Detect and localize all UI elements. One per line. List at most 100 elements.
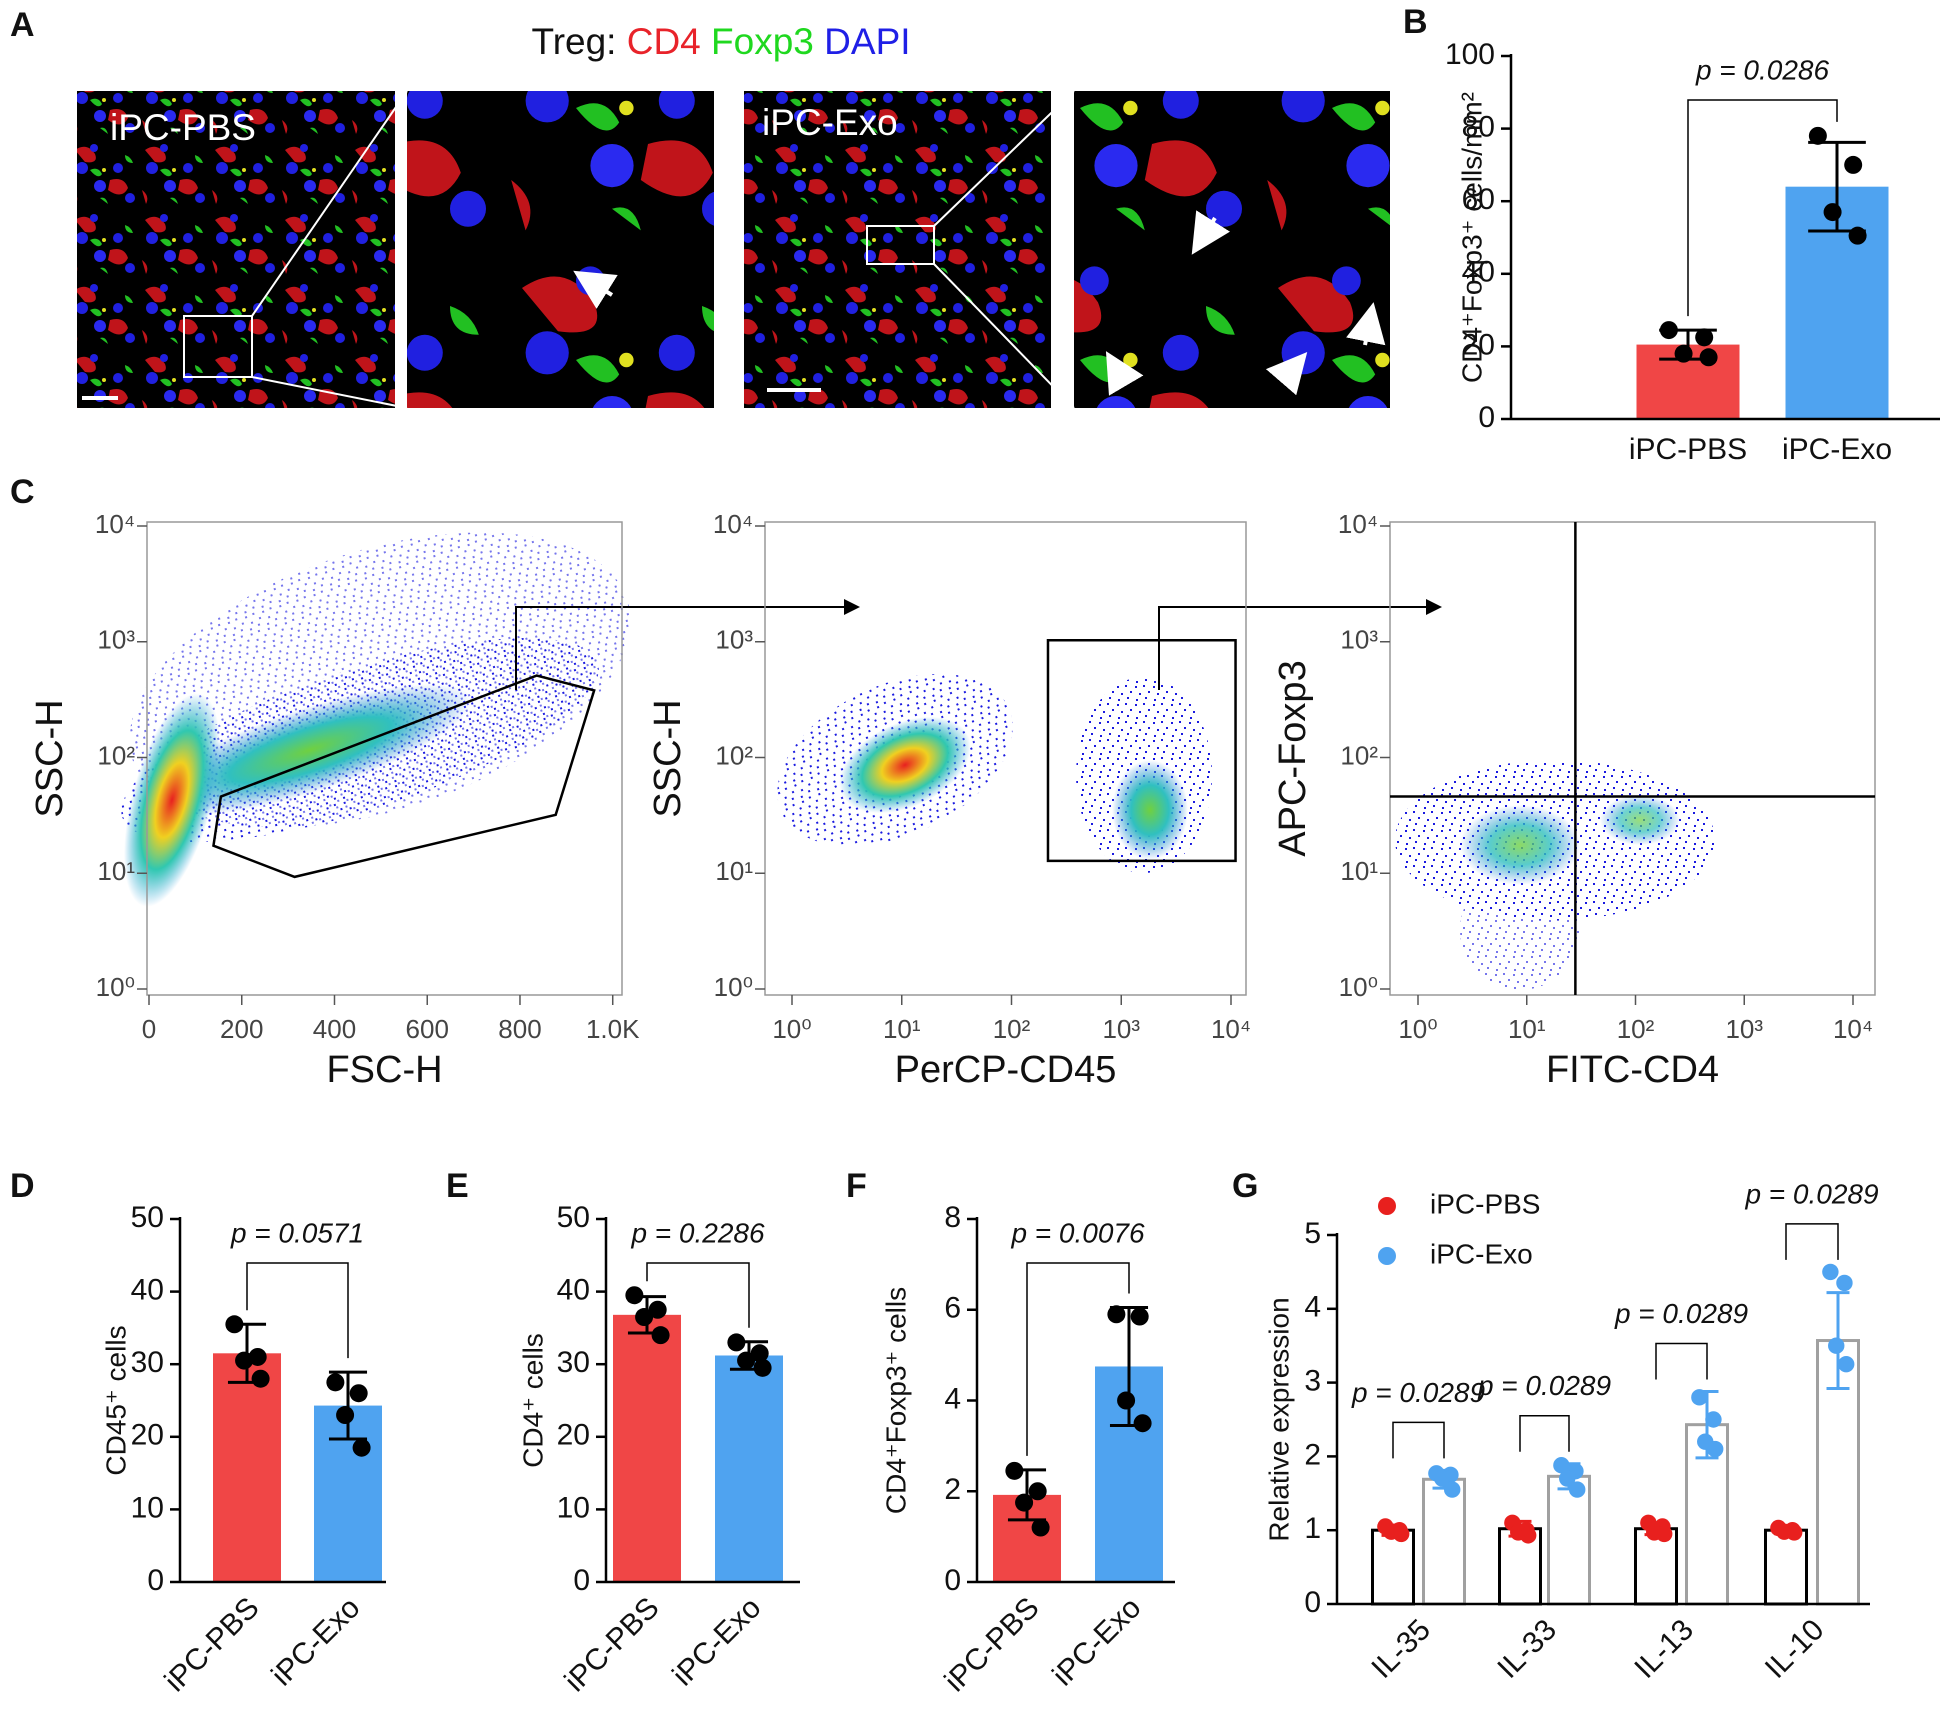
y-tick-label: 4 [944, 1382, 961, 1415]
x-tick-label: iPC-PBS [1629, 433, 1747, 466]
y-tick-label: 5 [1304, 1217, 1321, 1250]
gate [1046, 639, 1237, 863]
data-point [1569, 1481, 1586, 1498]
y-tick-label: 10³ [97, 625, 135, 655]
y-axis-label: CD4⁺Foxp3⁺ cells [880, 1287, 911, 1514]
x-tick-label: 10⁰ [1398, 1014, 1437, 1044]
bar [1371, 1528, 1415, 1606]
data-point [251, 1369, 270, 1388]
y-tick-label: 50 [131, 1201, 164, 1234]
stain-title: Treg: CD4 Foxp3 DAPI [531, 21, 910, 62]
data-point [1028, 1482, 1047, 1501]
cell-arrows [573, 210, 1386, 396]
p-value: p = 0.0289 [1744, 1178, 1878, 1209]
gate [212, 674, 596, 879]
x-tick-label: 0 [142, 1014, 156, 1044]
data-point [1107, 1305, 1126, 1324]
data-point [1828, 1337, 1845, 1354]
y-tick-label: 10¹ [97, 856, 135, 886]
x-tick-label: iPC-Exo [666, 1591, 767, 1692]
y-axis-label: Relative expression [1263, 1297, 1294, 1541]
y-tick-label: 10⁴ [95, 509, 135, 539]
y-tick-label: 10¹ [715, 856, 753, 886]
p-value: p = 0.0289 [1614, 1298, 1748, 1329]
significance-bracket [1519, 1415, 1570, 1452]
data-point [1808, 126, 1827, 145]
y-tick-label: 0 [573, 1564, 590, 1597]
x-tick-label: 400 [313, 1014, 356, 1044]
data-point [1838, 1355, 1855, 1373]
micrograph-image [407, 91, 714, 408]
data-point [1848, 226, 1867, 245]
group-label: iPC-Exo [762, 102, 898, 143]
y-tick-label: 30 [557, 1346, 590, 1379]
micrographs: iPC-PBS iPC-Exo A Treg: CD4 Foxp3 DAPI [10, 6, 1390, 409]
x-tick-label: 1.0K [586, 1014, 640, 1044]
data-point [753, 1358, 772, 1377]
y-tick-label: 0 [1478, 401, 1495, 434]
scale-bars [82, 388, 821, 400]
x-tick-label: iPC-Exo [265, 1591, 366, 1692]
y-tick-label: 0 [147, 1564, 164, 1597]
data-point [225, 1315, 244, 1334]
x-tick-label: 10⁴ [1211, 1014, 1251, 1044]
y-tick-label: 10² [97, 740, 135, 770]
x-tick-label: IL-33 [1491, 1613, 1563, 1685]
x-tick-label: iPC-Exo [1046, 1591, 1147, 1692]
data-point [635, 1308, 654, 1327]
legend-marker [1378, 1197, 1396, 1215]
y-tick-label: 10³ [1340, 625, 1378, 655]
p-value: p = 0.0286 [1695, 54, 1830, 85]
micrograph-image [744, 91, 1051, 408]
x-tick-label: iPC-PBS [559, 1591, 666, 1698]
data-point [1031, 1518, 1050, 1537]
y-tick-label: 100 [1445, 38, 1495, 71]
y-tick-label: 3 [1304, 1365, 1321, 1398]
y-axis-label: CD45⁺ cells [100, 1325, 131, 1475]
data-point [1656, 1525, 1673, 1543]
data-point [1520, 1527, 1537, 1544]
y-tick-label: 10² [715, 740, 753, 770]
panel-label: C [10, 473, 35, 511]
x-tick-label: iPC-Exo [1782, 433, 1892, 466]
y-tick-label: 0 [944, 1564, 961, 1597]
significance-bracket [646, 1262, 750, 1328]
y-tick-label: 40 [1462, 256, 1495, 289]
data-point [750, 1344, 769, 1363]
y-tick-label: 50 [557, 1201, 590, 1234]
plot-frame [146, 521, 623, 996]
data-point [326, 1373, 345, 1392]
data-point [349, 1384, 368, 1403]
y-tick-label: 2 [944, 1473, 961, 1506]
x-tick-label: iPC-PBS [939, 1591, 1046, 1698]
data-point [651, 1326, 670, 1345]
x-tick-label: 800 [498, 1014, 541, 1044]
plot-frame [1389, 521, 1876, 996]
data-point [1691, 1389, 1708, 1406]
data-point [1836, 1274, 1853, 1292]
data-point [1822, 1263, 1839, 1281]
data-point [625, 1286, 644, 1305]
data-point [1015, 1493, 1034, 1512]
micrograph-image [1074, 91, 1390, 408]
data-point [648, 1300, 667, 1319]
panel-label: B [1403, 3, 1428, 41]
y-tick-label: 20 [1462, 328, 1495, 361]
x-tick-label: IL-13 [1628, 1613, 1700, 1685]
data-point [1699, 348, 1718, 367]
stain: CD4 [627, 21, 701, 62]
x-tick-label: 10⁴ [1833, 1014, 1873, 1044]
y-tick-label: 4 [1304, 1291, 1321, 1324]
y-tick-label: 10⁴ [713, 509, 753, 539]
significance-bracket [1785, 1223, 1839, 1260]
y-tick-label: 40 [557, 1274, 590, 1307]
data-point [1393, 1525, 1410, 1543]
y-tick-label: 10¹ [1340, 856, 1378, 886]
legend-label: iPC-Exo [1430, 1238, 1533, 1269]
group-label: iPC-PBS [110, 107, 256, 148]
data-point [1444, 1481, 1461, 1498]
x-tick-label: 10¹ [883, 1014, 921, 1044]
p-value: p = 0.0076 [1010, 1217, 1145, 1248]
y-tick-label: 10⁰ [96, 972, 135, 1002]
